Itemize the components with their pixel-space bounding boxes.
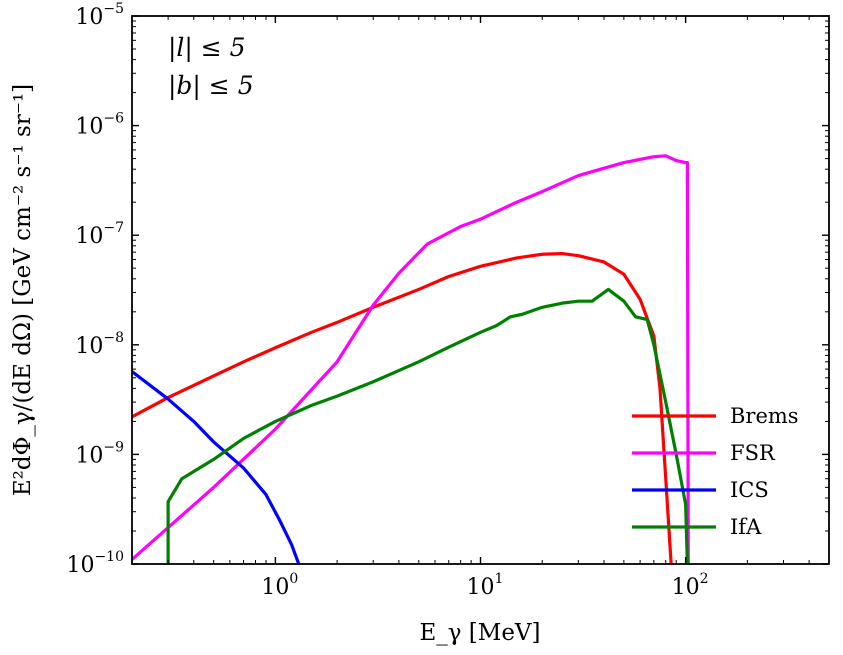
series-line-ifa	[166, 287, 689, 564]
series-line-ics	[132, 370, 301, 564]
x-tick-label: 101	[467, 571, 504, 600]
legend-label-ifa: IfA	[730, 515, 762, 539]
y-tick-label: 10−6	[75, 111, 124, 140]
legend-label-ics: ICS	[730, 478, 769, 502]
legend-label-fsr: FSR	[730, 441, 776, 465]
x-tick-label: 102	[672, 571, 709, 600]
series-line-brems	[132, 251, 673, 564]
legend-label-brems: Brems	[730, 404, 799, 428]
y-tick-label: 10−7	[75, 220, 124, 249]
y-tick-label: 10−5	[75, 1, 124, 30]
y-axis-title: E²dΦ_γ/(dE dΩ) [GeV cm⁻² s⁻¹ sr⁻¹]	[10, 84, 36, 496]
y-tick-label: 10−9	[75, 439, 124, 468]
series-line-fsr	[132, 154, 690, 564]
x-tick-label: 100	[261, 571, 298, 600]
y-tick-label: 10−10	[66, 549, 124, 578]
annotation-b: |b| ≤ 5	[168, 71, 254, 101]
annotation-l: |l| ≤ 5	[168, 33, 246, 63]
series-layer	[132, 154, 690, 564]
legend: Brems FSR ICS IfA	[632, 404, 799, 539]
region-annotations: |l| ≤ 5 |b| ≤ 5	[168, 33, 254, 101]
y-tick-label: 10−8	[75, 330, 124, 359]
x-axis-title: E_γ [MeV]	[419, 620, 540, 646]
